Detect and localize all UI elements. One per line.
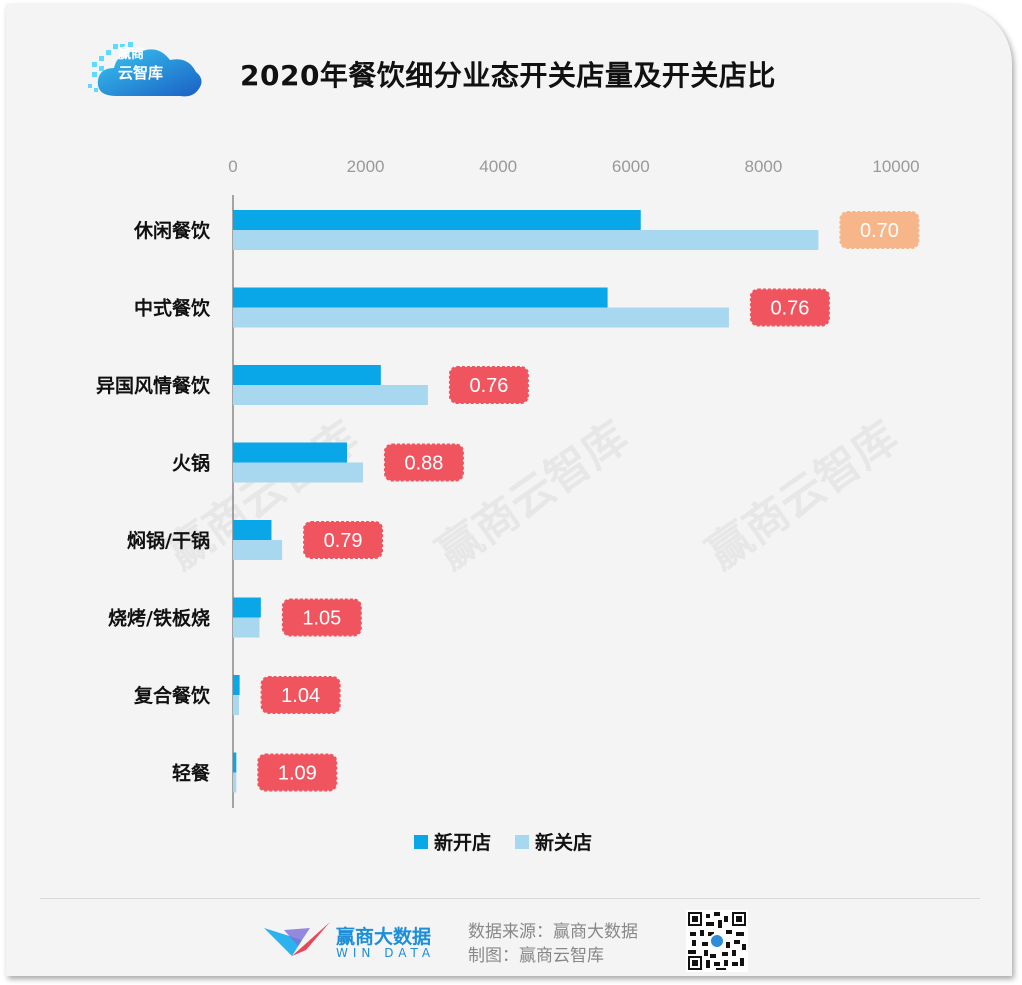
ratio-badge bbox=[257, 753, 338, 792]
ratio-badge bbox=[281, 598, 362, 637]
legend-swatch-close bbox=[515, 834, 530, 849]
bar-close bbox=[233, 307, 729, 328]
bar-open bbox=[233, 287, 608, 308]
bar-close bbox=[233, 540, 283, 560]
logo-text: 赢商 云智库 bbox=[118, 47, 163, 81]
ratio-badge bbox=[749, 288, 830, 327]
category-label: 火锅 bbox=[172, 452, 210, 475]
ratio-badge bbox=[448, 366, 529, 404]
win-data-logo-icon bbox=[264, 922, 330, 956]
category-label: 中式餐饮 bbox=[134, 297, 211, 320]
bar-open bbox=[233, 520, 272, 540]
legend-label-close: 新关店 bbox=[535, 832, 593, 854]
bar-close bbox=[233, 695, 239, 715]
chart-card bbox=[6, 4, 1012, 976]
bar-open bbox=[233, 442, 348, 463]
legend-swatch-open bbox=[414, 834, 428, 849]
x-tick-label: 10000 bbox=[872, 157, 919, 176]
x-tick-label: 2000 bbox=[347, 157, 385, 176]
ratio-label: 0.76 bbox=[469, 375, 508, 397]
x-tick-label: 4000 bbox=[479, 157, 517, 176]
bar-open bbox=[233, 210, 641, 230]
bar-open bbox=[233, 675, 240, 695]
x-tick-label: 8000 bbox=[744, 157, 782, 176]
ratio-label: 0.79 bbox=[324, 530, 363, 552]
ratio-badge bbox=[839, 211, 920, 249]
category-label: 复合餐饮 bbox=[133, 684, 211, 707]
logo-line1: 赢商 bbox=[118, 47, 145, 62]
ratio-label: 0.70 bbox=[860, 220, 899, 242]
bar-open bbox=[233, 365, 381, 385]
ratio-label: 1.09 bbox=[278, 763, 317, 785]
x-tick-label: 0 bbox=[228, 157, 237, 176]
bar-close bbox=[233, 385, 428, 405]
ratio-label: 0.76 bbox=[770, 298, 809, 320]
source-note: 数据来源：赢商大数据 制图：赢商云智库 bbox=[468, 920, 638, 968]
chart-title: 2020年餐饮细分业态开关店量及开关店比 bbox=[240, 59, 776, 92]
x-tick-label: 6000 bbox=[612, 157, 650, 176]
footer-brand-en: WIN DATA bbox=[336, 946, 436, 960]
cloud-logo-icon bbox=[88, 42, 202, 97]
bar-close bbox=[233, 772, 237, 793]
ratio-badge bbox=[303, 521, 384, 559]
legend-item-open: 新开店 bbox=[414, 828, 491, 855]
legend-item-close: 新关店 bbox=[515, 828, 592, 855]
category-label: 休闲餐饮 bbox=[133, 219, 211, 242]
ratio-label: 1.04 bbox=[281, 685, 320, 707]
bar-close bbox=[233, 617, 260, 638]
ratio-label: 1.05 bbox=[302, 608, 341, 630]
bar-open bbox=[233, 752, 237, 773]
chart-maker: 制图：赢商云智库 bbox=[468, 946, 604, 966]
category-label: 异国风情餐饮 bbox=[96, 374, 211, 397]
bar-close bbox=[233, 230, 819, 250]
ratio-badge bbox=[383, 443, 464, 482]
data-source: 数据来源：赢商大数据 bbox=[468, 922, 638, 942]
footer-divider bbox=[40, 898, 980, 899]
footer-brand: 赢商大数据 bbox=[336, 926, 432, 948]
qr-code-icon bbox=[686, 910, 748, 972]
ratio-label: 0.88 bbox=[404, 453, 443, 475]
bar-open bbox=[233, 597, 261, 618]
legend-label-open: 新开店 bbox=[434, 832, 492, 854]
legend: 新开店 新关店 bbox=[414, 828, 592, 855]
category-label: 焖锅/干锅 bbox=[127, 529, 210, 552]
ratio-badge bbox=[260, 676, 341, 714]
category-label: 烧烤/铁板烧 bbox=[108, 607, 210, 630]
category-label: 轻餐 bbox=[172, 762, 211, 785]
logo-line2: 云智库 bbox=[118, 64, 164, 82]
bar-close bbox=[233, 462, 363, 483]
